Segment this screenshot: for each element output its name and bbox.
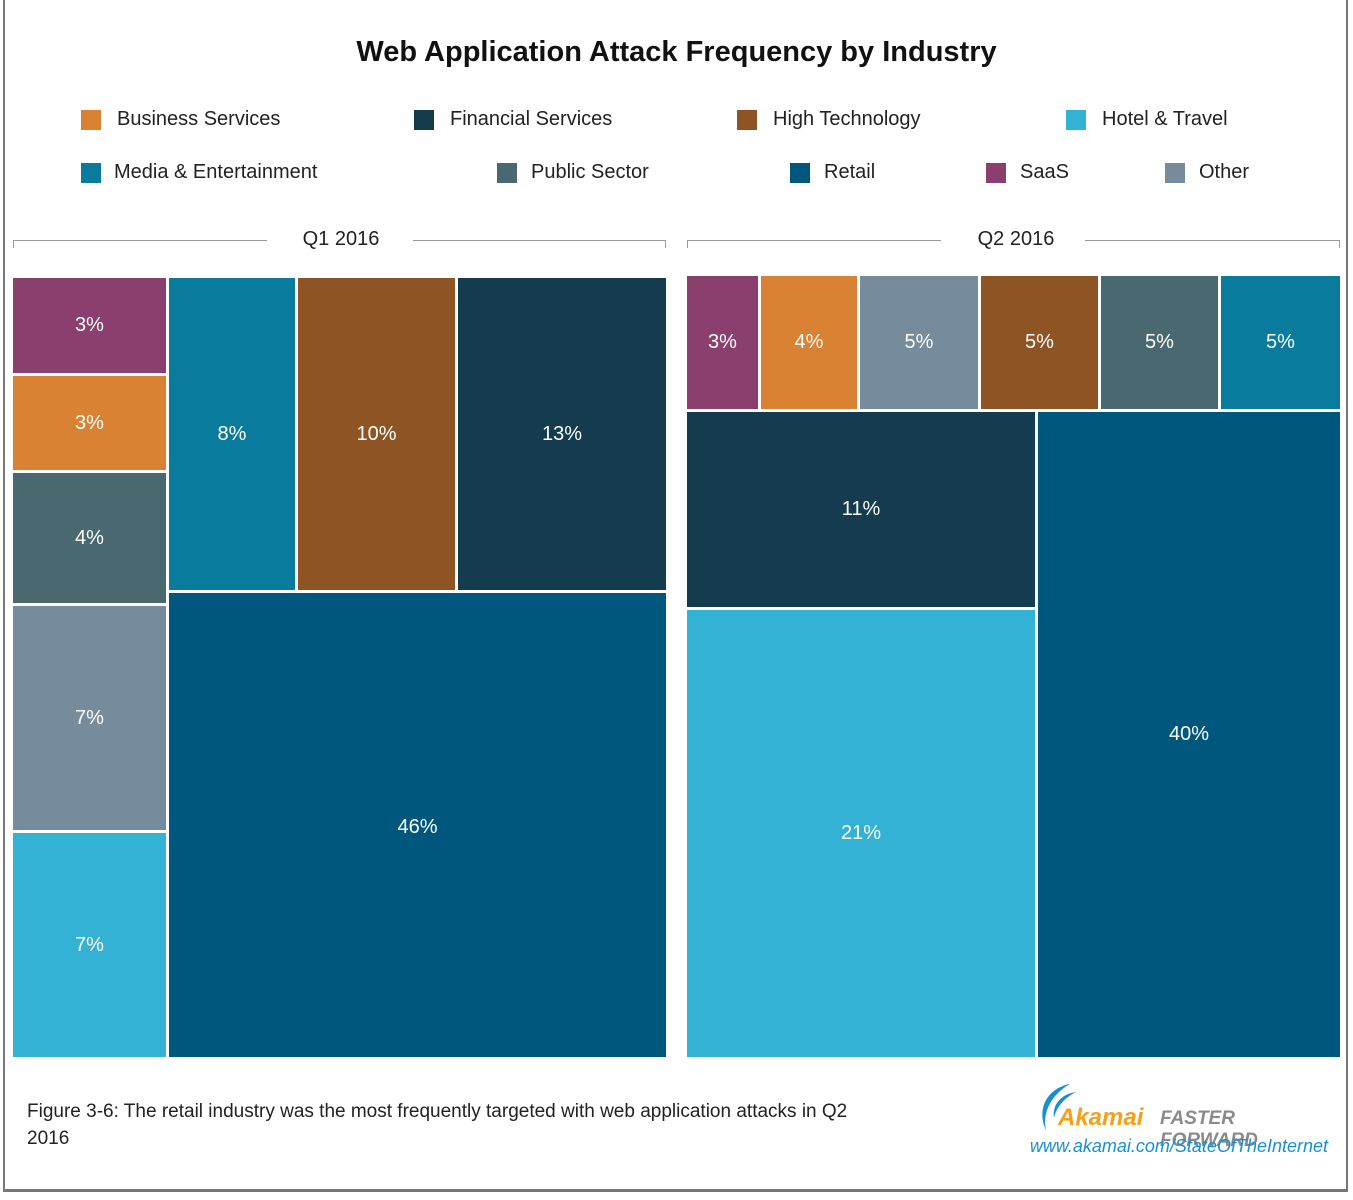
tile-financial-services: 13% bbox=[458, 278, 666, 590]
legend-item: Business Services bbox=[81, 108, 280, 131]
tile-public-sector: 4% bbox=[13, 473, 166, 603]
tile-high-technology: 5% bbox=[981, 276, 1098, 409]
panel-label: Q1 2016 bbox=[302, 228, 380, 250]
legend-item: Retail bbox=[790, 161, 875, 184]
tile-retail: 40% bbox=[1038, 412, 1340, 1057]
legend-swatch bbox=[81, 109, 101, 130]
legend-item: Other bbox=[1165, 161, 1249, 184]
panel-header-q1: Q1 2016 bbox=[13, 228, 666, 260]
tile-high-technology: 10% bbox=[298, 278, 455, 590]
tile-business-services: 3% bbox=[13, 376, 166, 470]
legend-item: High Technology bbox=[737, 108, 921, 131]
akamai-logo: Akamai FASTER FORWARD www.akamai.com/Sta… bbox=[1030, 1078, 1330, 1168]
legend-swatch bbox=[737, 109, 757, 130]
legend-item: Hotel & Travel bbox=[1066, 108, 1228, 131]
tile-public-sector: 5% bbox=[1101, 276, 1218, 409]
tile-hotel-travel: 7% bbox=[13, 833, 166, 1057]
legend-label: Financial Services bbox=[450, 108, 613, 130]
logo-url[interactable]: www.akamai.com/StateOfTheInternet bbox=[1029, 1136, 1328, 1156]
chart-title: Web Application Attack Frequency by Indu… bbox=[356, 36, 997, 68]
figure-caption: Figure 3-6: The retail industry was the … bbox=[27, 1101, 848, 1149]
legend-item: Media & Entertainment bbox=[81, 161, 317, 184]
tile-business-services: 4% bbox=[761, 276, 857, 409]
bracket-line bbox=[13, 240, 267, 248]
legend-item: Public Sector bbox=[497, 161, 649, 184]
tile-hotel-travel: 21% bbox=[687, 610, 1035, 1057]
legend-label: Other bbox=[1199, 161, 1250, 183]
bracket-line bbox=[413, 240, 666, 248]
legend-label: Media & Entertainment bbox=[114, 161, 318, 183]
legend-swatch bbox=[497, 162, 517, 183]
legend-item: Financial Services bbox=[414, 108, 612, 131]
legend-label: Public Sector bbox=[531, 161, 649, 183]
legend-swatch bbox=[1165, 162, 1185, 183]
legend-swatch bbox=[986, 162, 1006, 183]
logo-brand: Akamai bbox=[1058, 1104, 1144, 1131]
legend-swatch bbox=[81, 162, 101, 183]
panel-label: Q2 2016 bbox=[977, 228, 1055, 250]
legend-swatch bbox=[790, 162, 810, 183]
figure-frame bbox=[3, 0, 1348, 1192]
logo-tagline: FASTER FORWARD bbox=[1160, 1108, 1258, 1151]
legend-label: Retail bbox=[824, 161, 876, 183]
tile-saas: 3% bbox=[13, 278, 166, 373]
legend-label: SaaS bbox=[1020, 161, 1069, 183]
legend-label: High Technology bbox=[773, 108, 921, 130]
tile-financial-services: 11% bbox=[687, 412, 1035, 607]
legend-label: Business Services bbox=[117, 108, 281, 130]
tile-retail: 46% bbox=[169, 593, 666, 1057]
tile-media-entertainment: 5% bbox=[1221, 276, 1340, 409]
tile-saas: 3% bbox=[687, 276, 758, 409]
legend-swatch bbox=[1066, 109, 1086, 130]
tile-other: 7% bbox=[13, 606, 166, 830]
akamai-arc-icon bbox=[1042, 1084, 1076, 1130]
legend-item: SaaS bbox=[986, 161, 1069, 184]
legend-label: Hotel & Travel bbox=[1102, 108, 1228, 130]
bracket-line bbox=[687, 240, 941, 248]
panel-header-q2: Q2 2016 bbox=[687, 228, 1340, 260]
legend-swatch bbox=[414, 109, 434, 130]
bracket-line bbox=[1085, 240, 1340, 248]
tile-other: 5% bbox=[860, 276, 978, 409]
tile-media-entertainment: 8% bbox=[169, 278, 295, 590]
